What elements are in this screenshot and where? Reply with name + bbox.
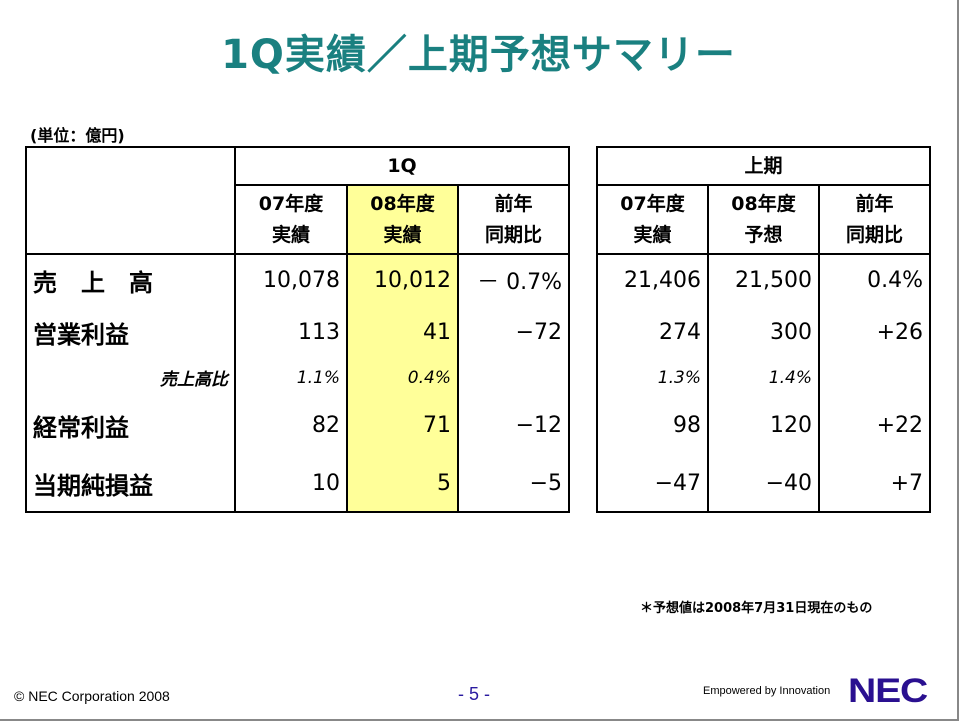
table-row: 営業利益 113 41 −72	[25, 305, 570, 360]
page-number: - 5 -	[458, 684, 491, 704]
forecast-note: ＊予想値は2008年7月31日現在のもの	[640, 601, 873, 616]
table-row: 売 上 高 10,078 10,012 － 0.7%	[25, 254, 570, 305]
h1-table: 上期 07年度 実績 08年度 予想 前年 同期比 21,406 21,500 0.4% …	[596, 146, 931, 513]
table-row: 当期純損益 10 5 −5	[25, 455, 570, 513]
h1-col-07: 07年度 実績	[596, 185, 709, 255]
copyright: © NEC Corporation 2008	[14, 688, 170, 704]
table-row: 98 120 +22	[596, 395, 931, 455]
corner-cell	[25, 146, 236, 255]
unit-label: (単位：億円)	[30, 126, 125, 145]
q1-col-07: 07年度 実績	[234, 185, 348, 255]
q1-col-08: 08年度 実績	[346, 185, 459, 255]
table-row: 経常利益 82 71 −12	[25, 395, 570, 455]
table-row: −47 −40 +7	[596, 455, 931, 513]
h1-col-08: 08年度 予想	[707, 185, 820, 255]
nec-logo: NEC	[848, 672, 928, 710]
slide-title: 1Q実績／上期予想サマリー	[221, 32, 736, 78]
q1-col-yoy: 前年 同期比	[457, 185, 570, 255]
q1-header: 1Q	[234, 146, 570, 186]
table-row: 21,406 21,500 0.4%	[596, 254, 931, 305]
q1-table: 1Q 07年度 実績 08年度 実績 前年 同期比 売 上 高 10,078 10,012…	[25, 146, 570, 513]
table-row: 274 300 +26	[596, 305, 931, 360]
table-row: 売上高比 1.1% 0.4%	[25, 360, 570, 395]
h1-col-yoy: 前年 同期比	[818, 185, 931, 255]
table-row: 1.3% 1.4%	[596, 360, 931, 395]
tagline: Empowered by Innovation	[703, 685, 831, 697]
h1-header: 上期	[596, 146, 931, 186]
